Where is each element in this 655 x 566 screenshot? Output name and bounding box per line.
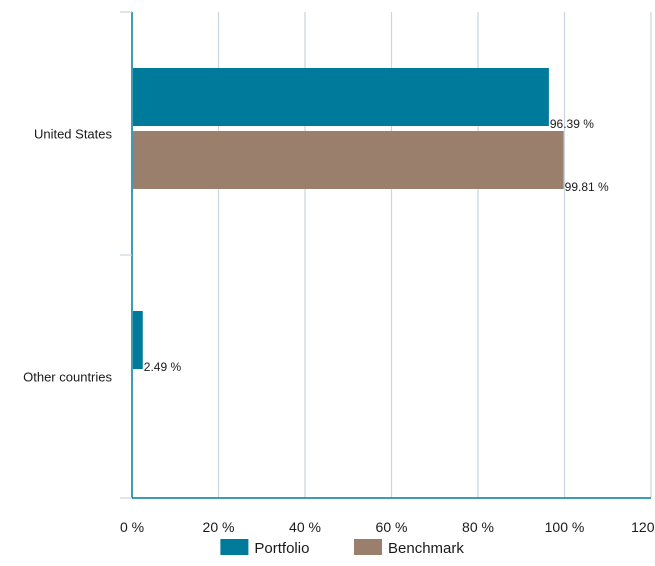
bar-portfolio-united-states — [133, 68, 549, 126]
x-tick-label-120: 120 % — [631, 519, 655, 535]
data-label-portfolio-united-states: 96.39 % — [550, 117, 594, 131]
bars — [133, 68, 564, 369]
data-label-portfolio-other-countries: 2.49 % — [144, 360, 182, 374]
legend-swatch-benchmark — [354, 539, 382, 555]
y-category-label-united-states: United States — [34, 127, 113, 142]
legend: Portfolio Benchmark — [220, 539, 464, 557]
x-tick-label-100: 100 % — [545, 519, 585, 535]
x-tick-label-20: 20 % — [203, 519, 235, 535]
legend-label-portfolio: Portfolio — [254, 540, 309, 557]
y-category-label-other-countries: Other countries — [23, 370, 112, 385]
data-label-benchmark-united-states: 99.81 % — [565, 180, 609, 194]
x-tick-label-80: 80 % — [462, 519, 494, 535]
axes — [120, 11, 651, 499]
x-axis-tick-labels: 0 % 20 % 40 % 60 % 80 % 100 % 120 % — [120, 519, 655, 535]
legend-label-benchmark: Benchmark — [388, 540, 464, 557]
legend-swatch-portfolio — [220, 539, 249, 555]
y-axis-category-labels: United States Other countries — [23, 127, 112, 385]
x-tick-label-0: 0 % — [120, 519, 144, 535]
data-labels: 96.39 % 99.81 % 2.49 % — [144, 117, 609, 374]
x-tick-label-60: 60 % — [376, 519, 408, 535]
bar-benchmark-united-states — [133, 131, 564, 189]
x-tick-label-40: 40 % — [289, 519, 321, 535]
bar-portfolio-other-countries — [133, 311, 143, 369]
